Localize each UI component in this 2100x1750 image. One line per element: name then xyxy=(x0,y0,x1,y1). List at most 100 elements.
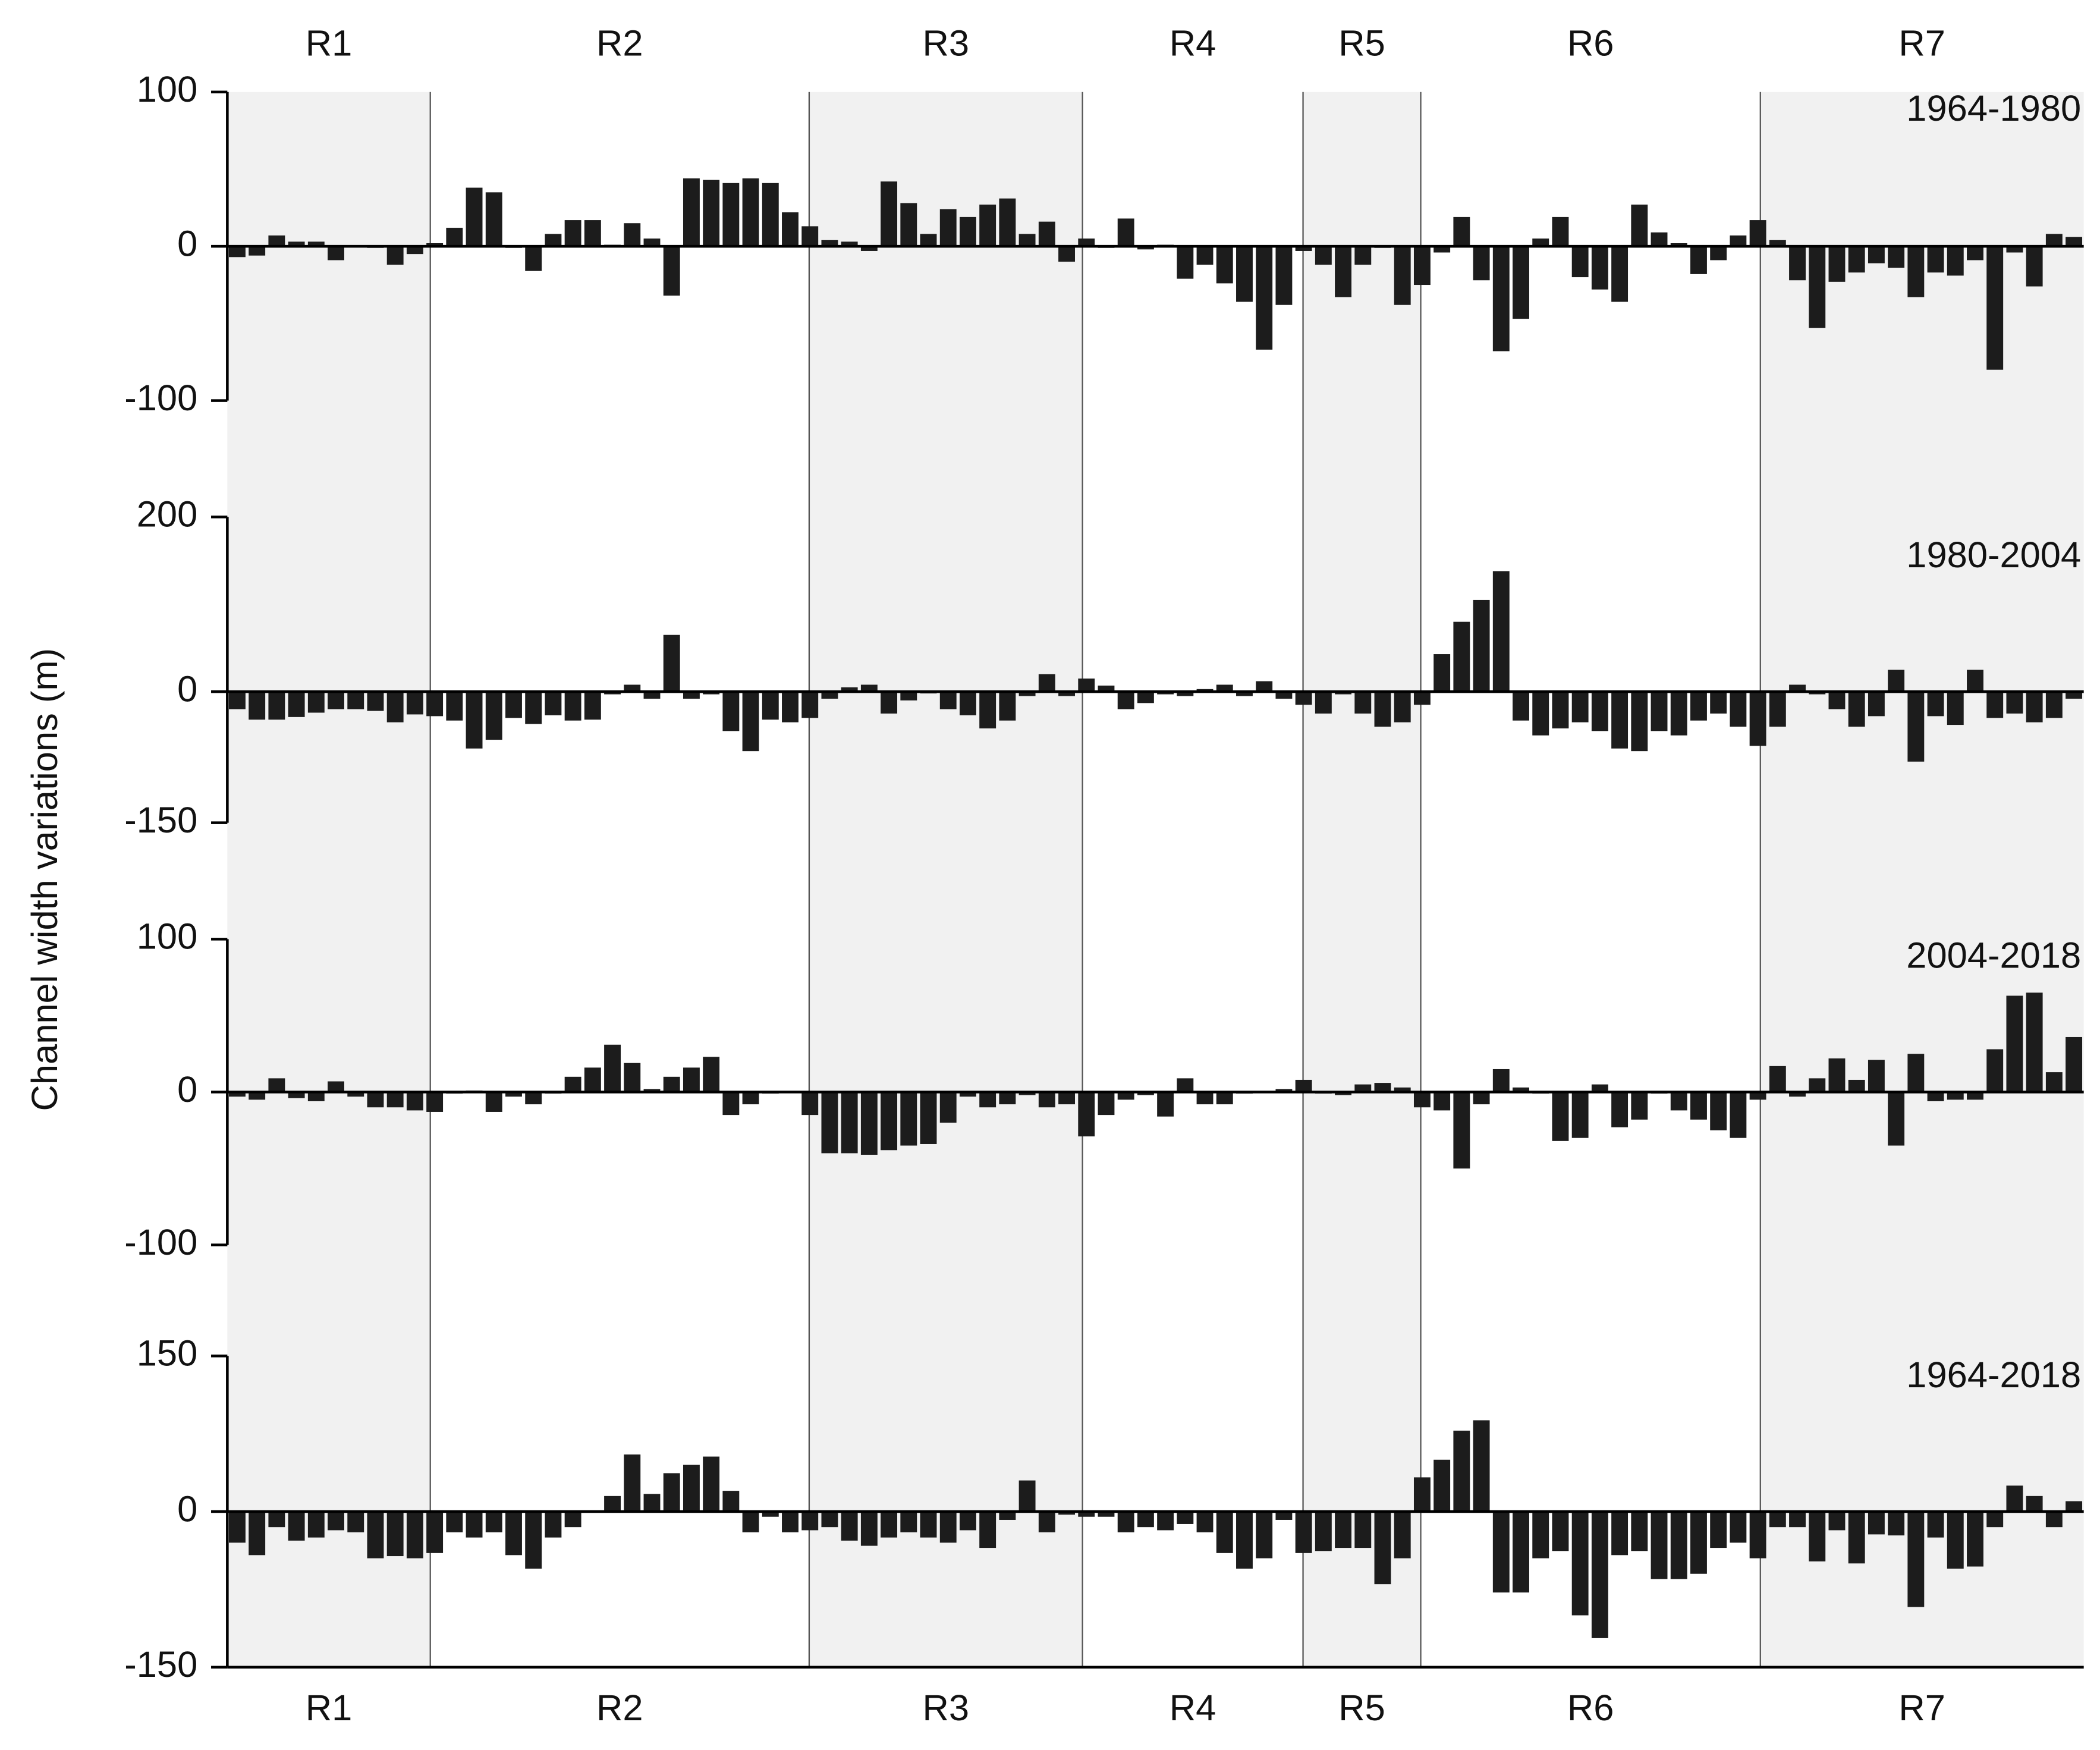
bar xyxy=(1196,1092,1214,1105)
bar xyxy=(228,246,246,257)
bar xyxy=(1571,1512,1589,1616)
bar xyxy=(1295,1079,1312,1092)
bar xyxy=(2026,1495,2043,1512)
bar xyxy=(288,1512,305,1541)
bar xyxy=(624,223,641,247)
y-tick-label: -100 xyxy=(124,378,197,419)
bar xyxy=(1216,684,1233,692)
region-shade xyxy=(1303,92,1421,1667)
y-tick-label: 150 xyxy=(137,1333,198,1374)
bar xyxy=(1315,1512,1332,1551)
bar xyxy=(1433,1459,1451,1512)
bar xyxy=(1769,1066,1786,1092)
bar xyxy=(1670,1092,1687,1111)
bar xyxy=(1078,1512,1095,1517)
bar xyxy=(742,1092,759,1105)
y-tick-label: 0 xyxy=(177,668,197,709)
y-tick-label: 0 xyxy=(177,223,197,264)
bar xyxy=(1196,246,1214,265)
bar xyxy=(1670,243,1687,247)
bar xyxy=(426,243,444,247)
bar xyxy=(1078,1092,1095,1137)
bar xyxy=(1670,692,1687,736)
bar xyxy=(1967,1092,1983,1100)
bar xyxy=(525,692,542,724)
bar xyxy=(1749,692,1766,746)
bar xyxy=(1947,246,1964,276)
bar xyxy=(1868,1060,1885,1092)
bar xyxy=(762,183,779,247)
bar xyxy=(841,241,858,247)
region-label-bottom: R5 xyxy=(1338,1688,1385,1729)
bar xyxy=(466,187,483,247)
bar xyxy=(703,1057,720,1092)
bar xyxy=(1513,1087,1529,1092)
bar xyxy=(1137,246,1154,250)
bar xyxy=(939,1512,957,1543)
bar xyxy=(1631,1512,1648,1551)
bar xyxy=(1513,1512,1529,1593)
y-tick-label: 200 xyxy=(137,494,198,535)
bar xyxy=(604,1495,621,1512)
bar xyxy=(307,1092,325,1101)
bar xyxy=(821,1092,838,1154)
bar xyxy=(1571,246,1589,278)
bar xyxy=(624,1063,641,1092)
y-axis-label: Channel width variations (m) xyxy=(24,648,65,1111)
bar xyxy=(249,246,266,256)
bar xyxy=(1492,1069,1510,1092)
bar xyxy=(2045,1072,2063,1092)
bar xyxy=(1335,246,1352,297)
bar xyxy=(1256,681,1273,692)
bar xyxy=(1058,246,1075,262)
y-tick-label: -150 xyxy=(124,1644,197,1685)
bar xyxy=(1058,1512,1075,1515)
bar xyxy=(782,212,798,247)
bar xyxy=(1828,246,1846,282)
bar xyxy=(1907,246,1925,297)
bar xyxy=(782,692,798,722)
bar xyxy=(1631,692,1648,752)
bar xyxy=(1275,1512,1293,1520)
bar xyxy=(643,1089,661,1092)
bar xyxy=(860,684,878,692)
bar xyxy=(1552,1092,1569,1141)
bar xyxy=(1611,692,1629,749)
bar xyxy=(1374,1512,1391,1585)
bar xyxy=(2066,237,2083,247)
bar xyxy=(2066,1501,2083,1512)
bar xyxy=(762,1512,779,1517)
region-shade xyxy=(809,92,1083,1667)
bar xyxy=(1117,1512,1134,1532)
bar xyxy=(1038,1092,1055,1108)
bar xyxy=(1038,1512,1055,1532)
bar xyxy=(328,246,344,260)
bar xyxy=(1749,1512,1766,1559)
bar xyxy=(1374,1083,1391,1092)
bar xyxy=(1828,692,1846,709)
bar xyxy=(1848,1079,1865,1092)
bar xyxy=(584,220,601,247)
bar xyxy=(1433,1092,1451,1111)
bar xyxy=(228,692,246,709)
bar xyxy=(386,1512,404,1557)
bar xyxy=(249,692,266,720)
bar xyxy=(2045,1512,2063,1528)
bar xyxy=(328,1512,344,1531)
bar xyxy=(1354,1512,1372,1548)
bar xyxy=(367,1092,384,1108)
bar xyxy=(703,1456,720,1512)
bar xyxy=(1907,1512,1925,1607)
bar xyxy=(1354,692,1372,714)
bar xyxy=(939,692,957,709)
bar xyxy=(1295,692,1312,705)
bar xyxy=(1058,692,1075,696)
bar xyxy=(801,1512,819,1531)
bar xyxy=(545,234,562,247)
bar xyxy=(1789,1512,1806,1528)
bar xyxy=(1157,1512,1174,1531)
bar xyxy=(1809,1512,1826,1562)
bar xyxy=(1809,1078,1826,1092)
bar xyxy=(1394,1512,1411,1559)
bar xyxy=(505,692,522,718)
